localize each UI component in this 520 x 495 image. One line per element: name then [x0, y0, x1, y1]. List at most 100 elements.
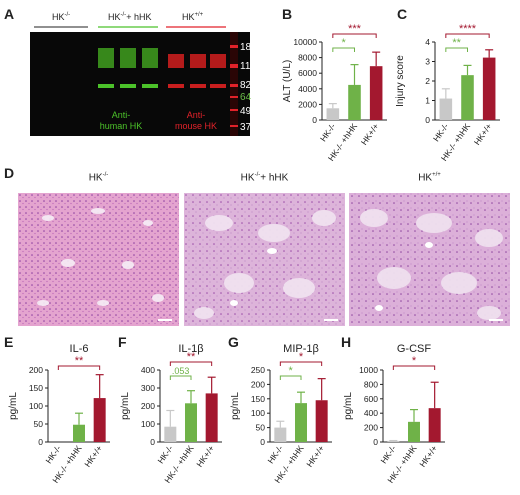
significance-bracket: [169, 375, 192, 380]
panel-letter-a: A: [4, 6, 15, 22]
chart-title: G-CSF: [397, 343, 432, 355]
red-band-upper: [190, 54, 206, 68]
bar: [274, 427, 287, 442]
y-tick-label: 50: [256, 423, 266, 433]
marker-label: 64: [240, 92, 252, 103]
y-tick-label: 150: [251, 394, 265, 404]
panel-letter-f: F: [118, 334, 127, 350]
red-band-lower: [190, 84, 206, 88]
y-tick-label: 0: [38, 437, 43, 447]
y-axis-label: pg/mL: [8, 392, 19, 420]
y-tick-label: 4000: [298, 84, 317, 94]
red-band-upper: [210, 54, 226, 68]
chart-title: IL-1β: [178, 343, 203, 355]
significance-label: *: [342, 37, 347, 49]
significance-bracket: [392, 365, 436, 370]
x-tick-label: HK+/+: [417, 443, 439, 469]
x-tick-label: HK+/+: [194, 443, 216, 469]
bar: [348, 84, 361, 120]
y-axis-label: pg/mL: [230, 392, 241, 420]
y-tick-label: 400: [364, 408, 378, 418]
significance-bracket: [445, 47, 468, 52]
y-axis-label: Injury score: [395, 55, 406, 107]
y-axis-label: pg/mL: [343, 392, 354, 420]
bar: [408, 421, 420, 442]
x-tick-label: HK+/+: [304, 443, 326, 469]
significance-label: **: [187, 351, 196, 363]
bar: [439, 98, 453, 120]
y-tick-label: 0: [260, 437, 265, 447]
bar: [164, 426, 177, 442]
blot-annot-human-2: human HK: [100, 121, 143, 131]
western-blot: HK-/- HK-/-+ hHK HK+/+ Anti- human HK An…: [30, 12, 257, 136]
y-axis-label: pg/mL: [120, 392, 131, 420]
red-band-upper: [168, 54, 184, 68]
green-band-lower: [142, 84, 158, 88]
bar: [387, 440, 400, 442]
y-tick-label: 200: [141, 401, 155, 411]
green-band-lower: [120, 84, 136, 88]
significance-bracket: [57, 365, 101, 370]
marker-band: [230, 96, 238, 98]
marker-label: 37: [240, 122, 252, 133]
marker-band: [230, 125, 238, 127]
histology-image-wt: [349, 193, 510, 326]
histo-label-wt: HK+/+: [418, 172, 441, 184]
y-tick-label: 0: [312, 115, 317, 125]
y-tick-label: 100: [251, 408, 265, 418]
significance-bracket: [169, 361, 213, 366]
y-tick-label: 50: [34, 419, 44, 429]
histo-label-ko: HK-/-: [88, 172, 109, 184]
blot-lane-label-ko: HK-/-: [52, 12, 70, 22]
green-band-upper: [142, 48, 158, 68]
y-tick-label: 300: [141, 383, 155, 393]
significance-label: .053: [172, 366, 190, 376]
bar: [185, 403, 197, 442]
chart-title: IL-6: [70, 343, 89, 355]
y-tick-label: 400: [141, 365, 155, 375]
significance-label: *: [289, 365, 294, 377]
y-tick-label: 6000: [298, 68, 317, 78]
x-tick-label: HK+/+: [472, 121, 494, 147]
bar: [482, 57, 496, 120]
bar: [93, 398, 106, 442]
y-tick-label: 2: [425, 76, 430, 86]
x-tick-label: HK-/-: [43, 443, 63, 465]
significance-label: *: [412, 355, 417, 367]
significance-label: ****: [459, 23, 477, 35]
bar: [461, 75, 474, 120]
y-tick-label: 200: [251, 379, 265, 389]
significance-label: **: [75, 355, 84, 367]
y-tick-label: 1000: [359, 365, 378, 375]
x-tick-label: HK-/-: [378, 443, 398, 465]
blot-annot-mouse-2: mouse HK: [175, 121, 217, 131]
green-band-lower: [98, 84, 114, 88]
blot-lane-label-hhk: HK-/-+ hHK: [108, 12, 151, 22]
y-tick-label: 8000: [298, 53, 317, 63]
significance-label: *: [299, 351, 304, 363]
significance-bracket: [279, 375, 302, 380]
bar: [295, 403, 307, 442]
bar: [326, 108, 340, 120]
significance-bracket: [332, 47, 355, 52]
marker-label: 82: [240, 80, 252, 91]
histo-label-hhk: HK-/-+ hHK: [240, 172, 289, 184]
bar: [369, 66, 383, 120]
significance-bracket: [445, 33, 490, 38]
blot-annot-human-1: Anti-: [112, 110, 131, 120]
y-tick-label: 250: [251, 365, 265, 375]
panel-letter-h: H: [341, 334, 352, 350]
significance-label: ***: [348, 23, 362, 35]
y-tick-label: 3: [425, 57, 430, 67]
y-tick-label: 10000: [293, 37, 317, 47]
panel-letter-c: C: [397, 6, 408, 22]
marker-label: 180: [240, 42, 257, 53]
significance-bracket: [332, 33, 377, 38]
blot-lane-label-wt: HK+/+: [182, 12, 204, 22]
bar: [315, 400, 328, 442]
x-tick-label: HK-/-: [265, 443, 285, 465]
